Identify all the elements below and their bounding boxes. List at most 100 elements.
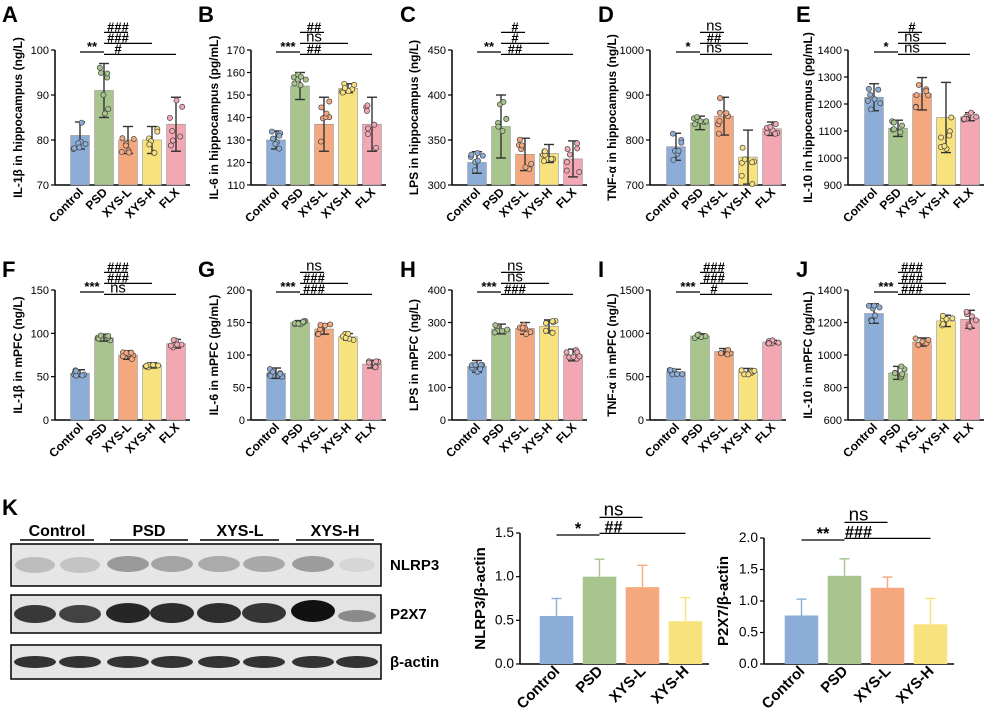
data-point	[365, 359, 372, 366]
chart-a: 70 80 90 100 IL-1β in hippocampus (ng/L) Cont…	[11, 19, 190, 225]
x-tick-label: XYS-H	[893, 663, 937, 707]
data-point	[943, 316, 950, 323]
bar	[960, 318, 980, 421]
data-point	[563, 159, 570, 166]
data-point	[98, 69, 104, 76]
data-point	[72, 367, 79, 374]
y-tick-label: 1100	[818, 126, 842, 138]
data-point	[173, 97, 180, 104]
panel-letter-f: F	[2, 257, 15, 282]
y-tick-label: 50	[37, 372, 49, 384]
bar	[491, 328, 511, 421]
data-point	[912, 335, 919, 342]
panel-letter-a: A	[2, 2, 18, 27]
y-tick-label: 500	[626, 372, 644, 384]
data-point	[318, 104, 325, 111]
significance-label: ns	[706, 17, 722, 34]
significance-label: ###	[845, 523, 872, 541]
data-point	[564, 146, 571, 153]
data-point	[963, 308, 970, 315]
data-point	[891, 370, 898, 377]
data-point	[128, 349, 135, 356]
x-tick-label: FLX	[352, 420, 378, 446]
data-point	[913, 92, 920, 99]
data-point	[76, 144, 83, 151]
data-point	[373, 358, 380, 365]
y-axis-label: IL-1β in mPFC (ng/L)	[11, 296, 25, 413]
p2x7-blot	[10, 594, 382, 634]
y-tick-label: 1300	[818, 72, 842, 84]
data-point	[897, 129, 904, 136]
wb-band-label: β-actin	[390, 654, 439, 671]
data-point	[499, 328, 506, 334]
data-point	[474, 157, 481, 164]
data-point	[372, 364, 379, 371]
significance-label: ns	[507, 268, 523, 285]
y-tick-label: 200	[227, 285, 245, 297]
data-point	[865, 85, 872, 92]
bar	[314, 328, 334, 421]
data-point	[523, 331, 530, 338]
data-point	[150, 361, 157, 368]
y-tick-label: 0.5	[739, 625, 758, 640]
data-point	[678, 139, 685, 146]
data-point	[101, 110, 108, 117]
data-point	[479, 152, 486, 159]
nlrp3-blot	[10, 543, 382, 587]
data-point	[128, 356, 135, 362]
bar	[690, 335, 710, 421]
data-point	[868, 317, 875, 324]
significance-label: ###	[703, 259, 725, 274]
data-point	[898, 363, 905, 370]
data-point	[875, 86, 882, 93]
data-point	[876, 304, 883, 311]
y-tick-label: 110	[227, 180, 245, 192]
significance-label: ns	[110, 279, 126, 296]
data-point	[327, 321, 334, 328]
significance-label: ###	[504, 281, 526, 296]
data-point	[675, 148, 682, 154]
data-point	[297, 73, 304, 80]
y-tick-label: 1.0	[495, 569, 514, 584]
y-tick-label: 2.0	[739, 530, 758, 545]
x-tick-label: FLX	[156, 420, 182, 446]
significance-label: ***	[481, 279, 497, 294]
x-tick-label: FLX	[752, 185, 778, 211]
data-point	[472, 361, 479, 368]
beta-actin-blot	[10, 644, 382, 680]
data-point	[541, 148, 548, 155]
significance-label: #	[114, 41, 122, 56]
data-point	[269, 368, 276, 375]
significance-label: ###	[107, 270, 129, 285]
x-tick-label: Control	[46, 185, 86, 225]
data-point	[576, 169, 583, 175]
data-point	[716, 118, 723, 125]
significance-label: ##	[508, 41, 523, 56]
y-tick-label: 140	[227, 113, 245, 125]
bar	[266, 372, 286, 421]
x-tick-label: FLX	[553, 185, 579, 211]
significance-label: **	[817, 525, 830, 543]
data-point	[373, 144, 380, 151]
y-tick-label: 1500	[620, 285, 644, 297]
y-tick-label: 150	[227, 318, 245, 330]
data-point	[717, 350, 724, 357]
significance-label: **	[87, 39, 98, 54]
data-point	[363, 107, 370, 114]
data-point	[968, 109, 975, 116]
significance-label: ns	[904, 28, 920, 45]
y-tick-label: 160	[227, 68, 245, 80]
data-point	[576, 353, 583, 360]
data-point	[371, 121, 378, 128]
data-point	[864, 97, 871, 104]
data-point	[973, 113, 980, 120]
data-point	[899, 122, 906, 129]
chart-k1: 0.0 0.5 1.0 1.5 NLRP3/β-actin Control PSD XYS-L…	[472, 498, 709, 713]
y-tick-label: 900	[626, 90, 644, 102]
data-point	[105, 106, 112, 113]
significance-label: #	[908, 19, 916, 34]
data-point	[155, 362, 162, 369]
data-point	[323, 110, 330, 117]
data-point	[78, 119, 85, 126]
